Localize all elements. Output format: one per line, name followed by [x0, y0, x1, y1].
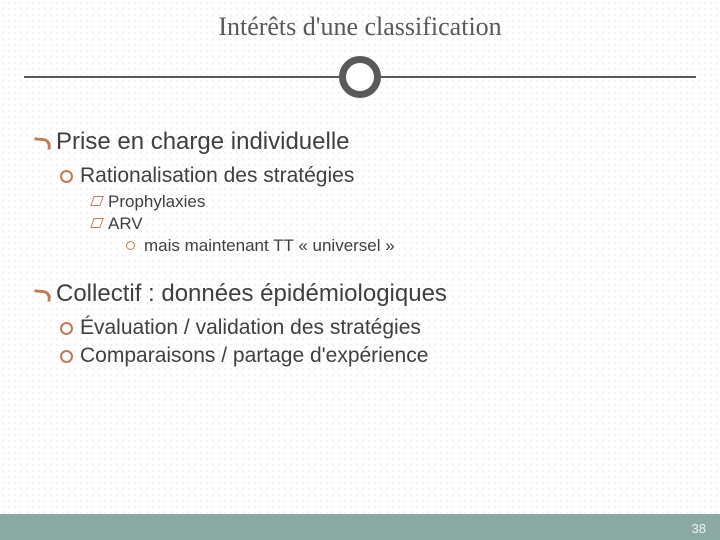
page-number: 38: [692, 521, 706, 536]
bullet-item: Rationalisation des stratégies: [60, 164, 686, 188]
content-body: Prise en charge individuelle Rationalisa…: [34, 120, 686, 372]
sub-bullet-item: Prophylaxies: [92, 192, 686, 212]
title-container: Intérêts d'une classification: [0, 12, 720, 42]
footer-bar: 38: [0, 514, 720, 540]
sub-bullet-item: ARV: [92, 214, 686, 234]
note-item: mais maintenant TT « universel »: [126, 236, 686, 256]
section-heading: Collectif : données épidémiologiques: [34, 280, 686, 308]
slide-title: Intérêts d'une classification: [0, 12, 720, 42]
spacer: [34, 258, 686, 272]
section-heading: Prise en charge individuelle: [34, 128, 686, 156]
slide: Intérêts d'une classification Prise en c…: [0, 0, 720, 540]
bullet-item: Comparaisons / partage d'expérience: [60, 344, 686, 368]
ring-icon: [339, 56, 381, 98]
bullet-item: Évaluation / validation des stratégies: [60, 316, 686, 340]
